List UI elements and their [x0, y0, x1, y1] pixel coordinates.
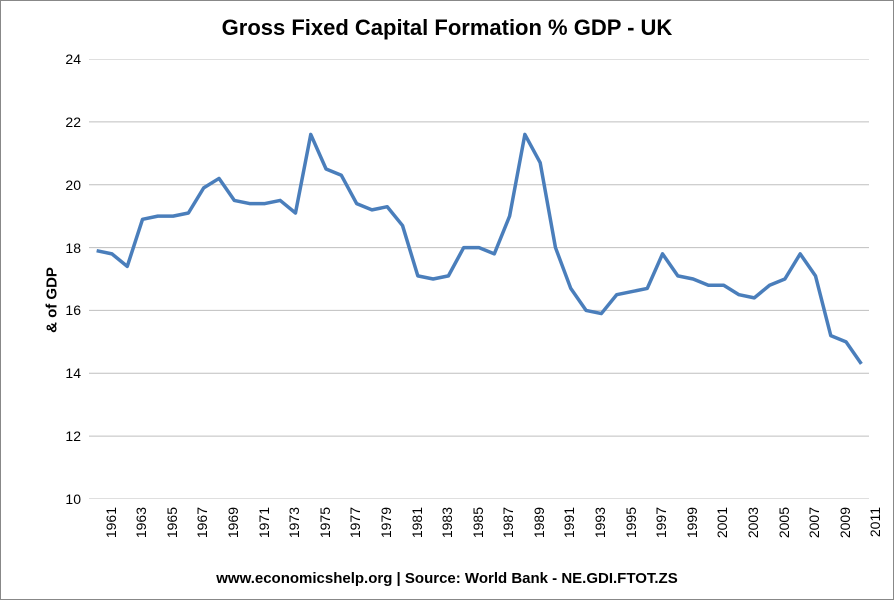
- x-tick-label: 1971: [256, 507, 272, 538]
- y-tick-label: 12: [51, 428, 81, 444]
- x-tick-label: 1967: [194, 507, 210, 538]
- x-tick-label: 1997: [653, 507, 669, 538]
- x-tick-label: 2011: [867, 507, 883, 537]
- data-line: [97, 134, 862, 363]
- y-axis-label: & of GDP: [43, 267, 60, 333]
- chart-container: Gross Fixed Capital Formation % GDP - UK…: [0, 0, 894, 600]
- x-tick-label: 1989: [531, 507, 547, 538]
- plot-area: [89, 59, 869, 499]
- y-tick-label: 14: [51, 365, 81, 381]
- x-tick-label: 1969: [225, 507, 241, 538]
- x-tick-label: 1995: [623, 507, 639, 538]
- x-tick-label: 1999: [684, 507, 700, 538]
- x-tick-label: 1987: [500, 507, 516, 538]
- x-tick-label: 2001: [714, 507, 730, 538]
- x-tick-label: 1963: [133, 507, 149, 538]
- y-tick-label: 20: [51, 177, 81, 193]
- x-tick-label: 2009: [837, 507, 853, 538]
- x-tick-label: 2005: [776, 507, 792, 538]
- chart-title: Gross Fixed Capital Formation % GDP - UK: [1, 15, 893, 41]
- y-tick-label: 22: [51, 114, 81, 130]
- y-tick-label: 18: [51, 240, 81, 256]
- x-tick-label: 2003: [745, 507, 761, 538]
- y-tick-label: 10: [51, 491, 81, 507]
- x-tick-label: 1991: [561, 507, 577, 538]
- x-tick-label: 1983: [439, 507, 455, 538]
- x-tick-label: 1975: [317, 507, 333, 538]
- x-tick-label: 1961: [103, 507, 119, 538]
- x-tick-label: 1979: [378, 507, 394, 538]
- y-tick-label: 24: [51, 51, 81, 67]
- x-tick-label: 1981: [409, 507, 425, 538]
- x-tick-label: 1973: [286, 507, 302, 538]
- chart-footer: www.economicshelp.org | Source: World Ba…: [1, 570, 893, 587]
- x-tick-label: 1977: [347, 507, 363, 538]
- x-tick-label: 1993: [592, 507, 608, 538]
- x-tick-label: 1965: [164, 507, 180, 538]
- y-tick-label: 16: [51, 302, 81, 318]
- x-tick-label: 1985: [470, 507, 486, 538]
- x-tick-label: 2007: [806, 507, 822, 538]
